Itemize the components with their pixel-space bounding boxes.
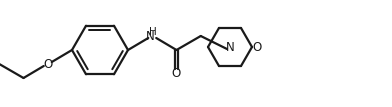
Text: N: N <box>146 30 154 42</box>
Text: O: O <box>43 57 53 71</box>
Text: H: H <box>149 27 157 37</box>
Text: O: O <box>172 67 181 80</box>
Text: O: O <box>252 41 261 54</box>
Text: N: N <box>226 41 234 54</box>
